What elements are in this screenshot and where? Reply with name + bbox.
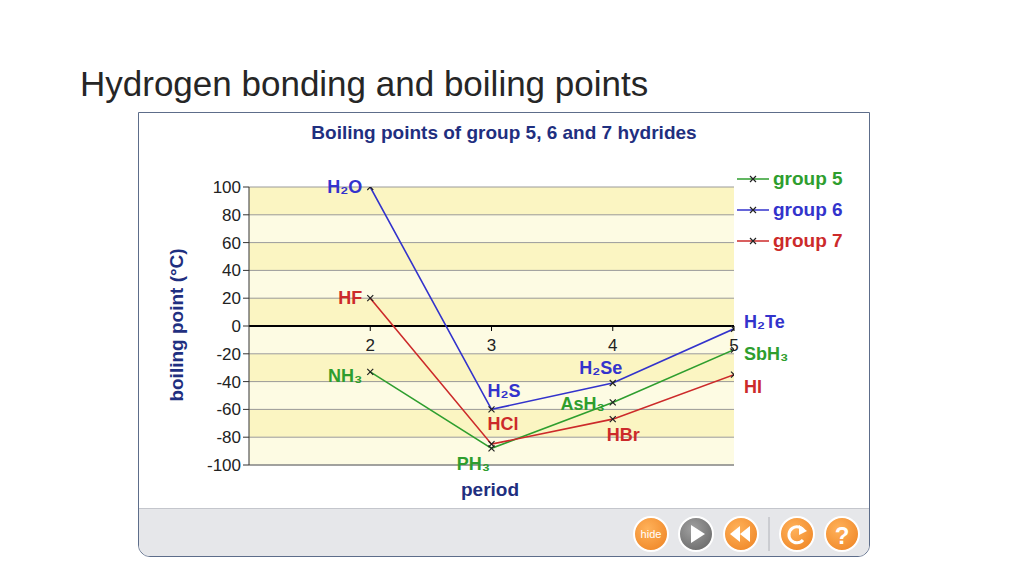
svg-text:-20: -20 (216, 345, 241, 364)
html-text:group 6: group 6 (773, 198, 843, 220)
svg-text:-80: -80 (216, 428, 241, 447)
svg-text:100: 100 (213, 178, 241, 197)
svg-text:0: 0 (232, 317, 241, 336)
svg-text:2: 2 (366, 336, 375, 355)
svg-text:3: 3 (487, 336, 496, 355)
html-text:boiling point (°C): boiling point (°C) (166, 248, 187, 402)
html-text:group 7: group 7 (773, 229, 843, 251)
svg-text:SbH₃: SbH₃ (744, 344, 788, 364)
svg-text:HF: HF (338, 288, 362, 308)
svg-text:PH₃: PH₃ (457, 454, 490, 474)
svg-text:5: 5 (729, 336, 738, 355)
svg-text:AsH₃: AsH₃ (560, 394, 604, 414)
svg-text:-60: -60 (216, 400, 241, 419)
svg-text:H₂O: H₂O (327, 177, 362, 197)
svg-text:HI: HI (744, 377, 762, 397)
svg-text:?: ? (835, 522, 850, 549)
svg-text:80: 80 (222, 206, 241, 225)
html-text:Boiling points of group 5, 6 a: Boiling points of group 5, 6 and 7 hydri… (311, 122, 697, 143)
svg-text:-40: -40 (216, 373, 241, 392)
html-text:group 5: group 5 (773, 167, 843, 189)
svg-text:NH₃: NH₃ (328, 366, 362, 386)
svg-text:40: 40 (222, 261, 241, 280)
svg-text:HCl: HCl (488, 414, 519, 434)
svg-text:H₂S: H₂S (488, 381, 521, 401)
html-text:Hydrogen bonding and boiling p: Hydrogen bonding and boiling points (80, 64, 649, 103)
svg-text:H₂Te: H₂Te (744, 312, 785, 332)
svg-text:HBr: HBr (607, 425, 640, 445)
svg-text:20: 20 (222, 289, 241, 308)
svg-text:-100: -100 (207, 456, 241, 475)
svg-text:4: 4 (608, 336, 617, 355)
svg-text:H₂Se: H₂Se (579, 358, 622, 378)
svg-text:60: 60 (222, 234, 241, 253)
svg-text:hide: hide (641, 528, 662, 540)
html-text:period: period (461, 479, 519, 500)
